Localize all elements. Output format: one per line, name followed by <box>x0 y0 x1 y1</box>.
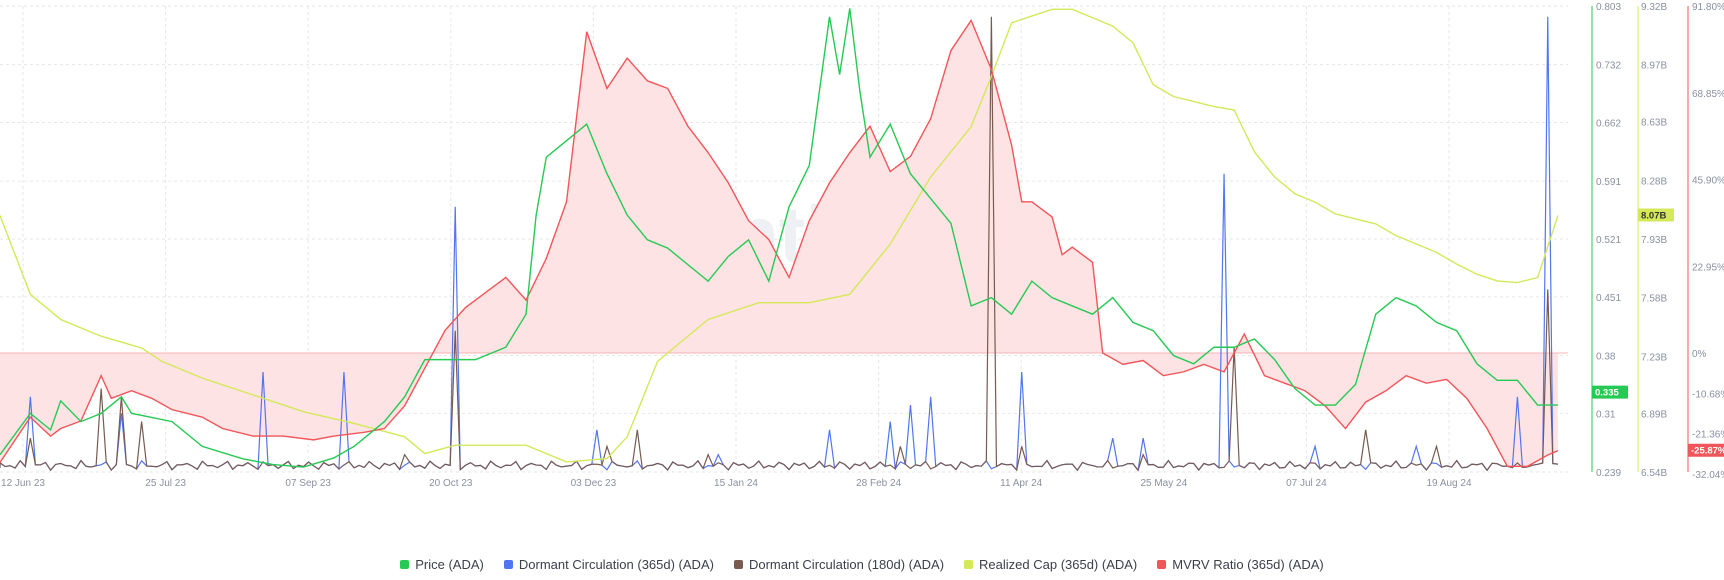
realized-cap-axis-tick-label: 8.63B <box>1641 118 1667 129</box>
x-axis-tick-label: 03 Dec 23 <box>571 478 617 489</box>
legend-label-realized-cap: Realized Cap (365d) (ADA) <box>979 556 1138 572</box>
legend-swatch-realized-cap <box>964 559 974 569</box>
mvrv-current-badge-bg <box>1688 443 1724 457</box>
price-axis-tick-label: 0.732 <box>1596 61 1621 72</box>
realized-cap-axis-tick-label: 7.58B <box>1641 294 1667 305</box>
realized-cap-current-badge: 8.07B <box>1638 208 1674 222</box>
legend-item-mvrv[interactable]: MVRV Ratio (365d) (ADA) <box>1157 554 1324 574</box>
legend-label-dormant-365: Dormant Circulation (365d) (ADA) <box>518 556 714 572</box>
mvrv-axis-tick-label: 91.80% <box>1692 2 1724 13</box>
dormant-180-line <box>0 16 1558 472</box>
realized-cap-axis-tick-label: 7.23B <box>1641 352 1667 363</box>
realized-cap-axis-tick-label: 9.32B <box>1641 2 1667 13</box>
realized-cap-axis-tick-label: 6.89B <box>1641 409 1667 420</box>
x-axis-tick-label: 15 Jan 24 <box>714 478 758 489</box>
mvrv-current-badge: -25.87% <box>1688 443 1724 457</box>
x-axis-tick-label: 07 Jul 24 <box>1286 478 1327 489</box>
mvrv-axis-tick-label: 22.95% <box>1692 262 1724 273</box>
price-line <box>0 8 1558 468</box>
price-current-badge-text: 0.335 <box>1595 388 1619 399</box>
x-axis-tick-label: 25 May 24 <box>1140 478 1187 489</box>
price-axis-tick-label: 0.38 <box>1596 352 1616 363</box>
realized-cap-axis-tick-label: 6.54B <box>1641 468 1667 479</box>
mvrv-axis-tick-label: -10.68% <box>1692 389 1724 400</box>
legend-label-mvrv: MVRV Ratio (365d) (ADA) <box>1172 556 1324 572</box>
legend-swatch-price <box>400 559 410 569</box>
x-axis-tick-label: 19 Aug 24 <box>1426 478 1471 489</box>
price-current-badge: 0.335 <box>1592 385 1628 399</box>
mvrv-line <box>0 18 1559 467</box>
legend-item-price[interactable]: Price (ADA) <box>400 554 484 574</box>
x-axis-tick-label: 20 Oct 23 <box>429 478 473 489</box>
mvrv-axis-tick-label: 0% <box>1692 349 1707 360</box>
legend-item-dormant-365[interactable]: Dormant Circulation (365d) (ADA) <box>503 554 714 574</box>
legend-label-dormant-180: Dormant Circulation (180d) (ADA) <box>748 556 945 572</box>
mvrv-axis-tick-label: 68.85% <box>1692 89 1724 100</box>
realized-cap-axis-tick-label: 8.28B <box>1641 176 1667 187</box>
realized-cap-line <box>0 8 1559 463</box>
price-axis-tick-label: 0.451 <box>1596 293 1621 304</box>
legend-swatch-dormant-180 <box>733 559 743 569</box>
x-axis-tick-label: 12 Jun 23 <box>1 478 45 489</box>
x-axis-tick-label: 11 Apr 24 <box>1000 478 1043 489</box>
legend-item-dormant-180[interactable]: Dormant Circulation (180d) (ADA) <box>733 554 945 574</box>
chart-legend: Price (ADA) Dormant Circulation (365d) (… <box>0 554 1724 574</box>
realized-cap-axis-tick-label: 8.97B <box>1641 61 1667 72</box>
legend-item-realized-cap[interactable]: Realized Cap (365d) (ADA) <box>964 554 1137 574</box>
price-axis-tick-label: 0.239 <box>1596 468 1621 479</box>
price-axis-tick-label: 0.803 <box>1596 2 1621 13</box>
mvrv-axis-tick-label: 45.90% <box>1692 176 1724 187</box>
price-axis-tick-label: 0.591 <box>1596 177 1621 188</box>
mvrv-current-badge-text: -25.87% <box>1691 446 1724 457</box>
mvrv-axis-tick-label: -21.36% <box>1692 430 1724 441</box>
x-axis-tick-label: 07 Sep 23 <box>285 478 331 489</box>
legend-label-price: Price (ADA) <box>415 556 484 572</box>
realized-cap-current-badge-bg <box>1638 208 1674 222</box>
x-axis-tick-label: 28 Feb 24 <box>856 478 901 489</box>
mvrv-area-fill <box>0 20 1558 467</box>
price-axis-tick-label: 0.521 <box>1596 235 1621 246</box>
realized-cap-axis-tick-label: 7.93B <box>1641 235 1667 246</box>
price-axis-tick-label: 0.662 <box>1596 119 1621 130</box>
legend-swatch-dormant-365 <box>503 559 513 569</box>
realized-cap-current-badge-text: 8.07B <box>1641 211 1666 222</box>
legend-swatch-mvrv <box>1157 559 1167 569</box>
x-axis-tick-label: 25 Jul 23 <box>145 478 186 489</box>
mvrv-axis-tick-label: -32.04% <box>1692 470 1724 481</box>
price-current-badge-bg <box>1592 385 1628 399</box>
chart-svg: ·santiment·0.8030.7320.6620.5910.5210.45… <box>0 2 1724 489</box>
price-axis-tick-label: 0.31 <box>1596 409 1616 420</box>
